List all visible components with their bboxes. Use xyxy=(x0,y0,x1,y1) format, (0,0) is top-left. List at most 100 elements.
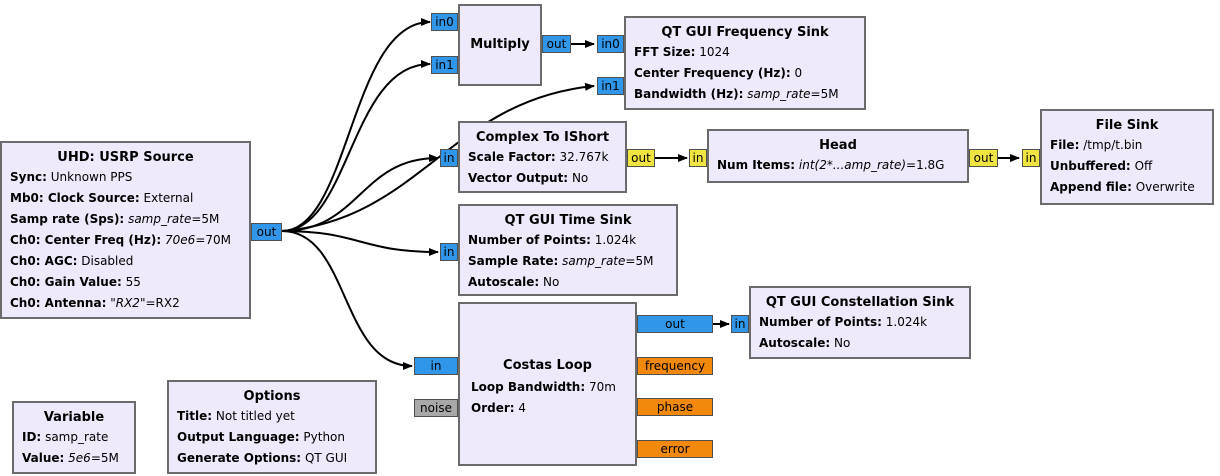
param-value: Not titled yet xyxy=(215,409,295,423)
param-value: 70m xyxy=(588,380,616,394)
complex-to-ishort-block[interactable]: Complex To IShort Scale Factor: 32.767k … xyxy=(458,121,627,193)
block-title: Options xyxy=(243,389,301,404)
param-value: Python xyxy=(303,430,346,444)
param-key: Order: xyxy=(471,401,515,415)
head-block[interactable]: Head Num Items: int(2*...amp_rate)=1.8G xyxy=(707,129,969,183)
param-key: Ch0: Antenna: xyxy=(10,296,107,310)
param-key: Ch0: Gain Value: xyxy=(10,275,122,289)
constellation-in-port[interactable]: in xyxy=(731,315,749,333)
param-key: Number of Points: xyxy=(468,233,591,247)
param-value: =5M xyxy=(191,212,220,226)
wire-usrp-to-multiply-in0[interactable] xyxy=(281,18,431,232)
variable-block[interactable]: Variable ID: samp_rate Value: 5e6=5M xyxy=(12,401,136,474)
costas-loop-block[interactable]: Costas Loop Loop Bandwidth: 70m Order: 4 xyxy=(458,302,637,466)
param-value: 32.767k xyxy=(559,150,609,164)
freq-sink-in1-port[interactable]: in1 xyxy=(597,77,624,95)
param-row: Samp rate (Sps): samp_rate=5M xyxy=(10,209,249,230)
param-value: 1024 xyxy=(699,45,730,59)
wire-usrp-to-costas[interactable] xyxy=(281,230,413,370)
costas-noise-port[interactable]: noise xyxy=(414,399,458,417)
options-block[interactable]: Options Title: Not titled yet Output Lan… xyxy=(167,380,377,474)
head-in-port[interactable]: in xyxy=(689,149,707,167)
param-key: Title: xyxy=(177,409,213,423)
param-row: Mb0: Clock Source: External xyxy=(10,188,249,209)
freq-sink-block[interactable]: QT GUI Frequency Sink FFT Size: 1024 Cen… xyxy=(624,16,866,110)
param-value: /tmp/t.bin xyxy=(1083,138,1143,152)
param-key: Sync: xyxy=(10,170,47,184)
param-expr: samp_rate xyxy=(747,87,811,101)
multiply-block[interactable]: Multiply xyxy=(458,4,542,86)
param-row: Autoscale: No xyxy=(759,333,969,354)
param-key: Value: xyxy=(22,451,65,465)
costas-phase-port[interactable]: phase xyxy=(637,398,713,416)
param-row: ID: samp_rate xyxy=(22,427,134,448)
costas-frequency-port[interactable]: frequency xyxy=(637,357,713,375)
param-key: Autoscale: xyxy=(759,336,831,350)
param-value: Disabled xyxy=(81,254,134,268)
block-title: Head xyxy=(819,138,857,153)
block-title: Costas Loop xyxy=(503,358,592,373)
param-value: External xyxy=(143,191,194,205)
param-row: Sync: Unknown PPS xyxy=(10,167,249,188)
usrp-out-port[interactable]: out xyxy=(251,223,282,241)
param-row: Title: Not titled yet xyxy=(177,406,375,427)
param-expr: samp_rate xyxy=(562,254,626,268)
costas-in-port[interactable]: in xyxy=(414,357,458,375)
block-title: QT GUI Constellation Sink xyxy=(765,295,955,310)
multiply-in1-port[interactable]: in1 xyxy=(431,56,458,74)
param-row: Value: 5e6=5M xyxy=(22,448,134,469)
param-key: Bandwidth (Hz): xyxy=(634,87,744,101)
usrp-source-block[interactable]: UHD: USRP Source Sync: Unknown PPS Mb0: … xyxy=(0,141,251,319)
param-value: "=RX2 xyxy=(139,296,180,310)
param-row: FFT Size: 1024 xyxy=(634,42,864,63)
param-key: Samp rate (Sps): xyxy=(10,212,125,226)
param-row: Generate Options: QT GUI xyxy=(177,448,375,469)
param-row: Sample Rate: samp_rate=5M xyxy=(468,251,676,272)
time-sink-block[interactable]: QT GUI Time Sink Number of Points: 1.024… xyxy=(458,204,678,296)
param-row: File: /tmp/t.bin xyxy=(1050,135,1212,156)
param-value: No xyxy=(834,336,851,350)
param-key: Loop Bandwidth: xyxy=(471,380,586,394)
param-row: Center Frequency (Hz): 0 xyxy=(634,63,864,84)
block-title: Complex To IShort xyxy=(475,130,610,145)
multiply-out-port[interactable]: out xyxy=(542,35,571,53)
c2ishort-out-port[interactable]: out xyxy=(627,149,655,167)
multiply-in0-port[interactable]: in0 xyxy=(431,13,458,31)
constellation-sink-block[interactable]: QT GUI Constellation Sink Number of Poin… xyxy=(749,286,971,359)
param-row: Num Items: int(2*...amp_rate)=1.8G xyxy=(717,155,967,176)
param-value: samp_rate xyxy=(45,430,109,444)
block-title: File Sink xyxy=(1095,118,1159,133)
param-value: QT GUI xyxy=(304,451,348,465)
param-row: Ch0: Gain Value: 55 xyxy=(10,272,249,293)
param-key: Sample Rate: xyxy=(468,254,559,268)
param-key: File: xyxy=(1050,138,1080,152)
wire-usrp-to-freqsink-in1[interactable] xyxy=(281,82,595,232)
param-value: No xyxy=(571,171,589,185)
file-sink-block[interactable]: File Sink File: /tmp/t.bin Unbuffered: O… xyxy=(1040,109,1214,205)
costas-out-port[interactable]: out xyxy=(637,315,713,333)
param-key: Mb0: Clock Source: xyxy=(10,191,140,205)
wire-usrp-to-timesink[interactable] xyxy=(281,230,439,256)
param-value: =5M xyxy=(90,451,119,465)
param-row: Number of Points: 1.024k xyxy=(468,230,676,251)
param-value: 1.024k xyxy=(594,233,637,247)
param-value: Unknown PPS xyxy=(50,170,133,184)
file-sink-in-port[interactable]: in xyxy=(1022,149,1040,167)
c2ishort-in-port[interactable]: in xyxy=(440,149,458,167)
head-out-port[interactable]: out xyxy=(969,149,998,167)
param-value: =70M xyxy=(195,233,231,247)
costas-error-port[interactable]: error xyxy=(637,440,713,458)
param-key: FFT Size: xyxy=(634,45,696,59)
param-value: 55 xyxy=(125,275,141,289)
time-sink-in-port[interactable]: in xyxy=(440,243,458,261)
param-key: Output Language: xyxy=(177,430,300,444)
param-key: Autoscale: xyxy=(468,275,540,289)
param-row: Unbuffered: Off xyxy=(1050,156,1212,177)
block-title: QT GUI Time Sink xyxy=(504,213,632,228)
freq-sink-in0-port[interactable]: in0 xyxy=(597,35,624,53)
param-row: Output Language: Python xyxy=(177,427,375,448)
param-row: Ch0: Antenna: "RX2"=RX2 xyxy=(10,293,249,314)
wire-usrp-to-multiply-in1[interactable] xyxy=(281,60,431,232)
param-row: Bandwidth (Hz): samp_rate=5M xyxy=(634,84,864,105)
